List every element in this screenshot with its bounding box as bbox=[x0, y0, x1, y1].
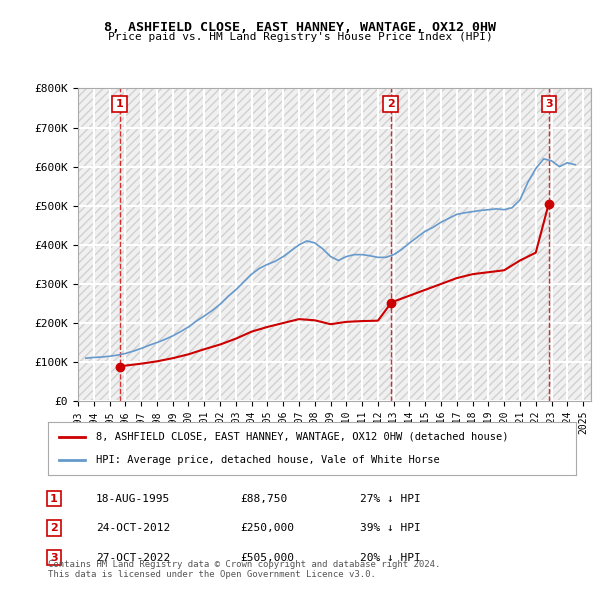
Text: 8, ASHFIELD CLOSE, EAST HANNEY, WANTAGE, OX12 0HW (detached house): 8, ASHFIELD CLOSE, EAST HANNEY, WANTAGE,… bbox=[95, 432, 508, 442]
Text: 3: 3 bbox=[50, 553, 58, 562]
Text: HPI: Average price, detached house, Vale of White Horse: HPI: Average price, detached house, Vale… bbox=[95, 455, 439, 465]
Text: 2: 2 bbox=[50, 523, 58, 533]
Text: £250,000: £250,000 bbox=[240, 523, 294, 533]
Text: 20% ↓ HPI: 20% ↓ HPI bbox=[360, 553, 421, 562]
Text: 1: 1 bbox=[50, 494, 58, 503]
Text: 18-AUG-1995: 18-AUG-1995 bbox=[96, 494, 170, 503]
Text: Contains HM Land Registry data © Crown copyright and database right 2024.
This d: Contains HM Land Registry data © Crown c… bbox=[48, 560, 440, 579]
Text: 27-OCT-2022: 27-OCT-2022 bbox=[96, 553, 170, 562]
Text: £505,000: £505,000 bbox=[240, 553, 294, 562]
Text: 24-OCT-2012: 24-OCT-2012 bbox=[96, 523, 170, 533]
Text: 1: 1 bbox=[116, 99, 124, 109]
Text: 8, ASHFIELD CLOSE, EAST HANNEY, WANTAGE, OX12 0HW: 8, ASHFIELD CLOSE, EAST HANNEY, WANTAGE,… bbox=[104, 21, 496, 34]
Text: 39% ↓ HPI: 39% ↓ HPI bbox=[360, 523, 421, 533]
Text: 3: 3 bbox=[545, 99, 553, 109]
Text: 2: 2 bbox=[387, 99, 395, 109]
Text: £88,750: £88,750 bbox=[240, 494, 287, 503]
Text: Price paid vs. HM Land Registry's House Price Index (HPI): Price paid vs. HM Land Registry's House … bbox=[107, 32, 493, 42]
Text: 27% ↓ HPI: 27% ↓ HPI bbox=[360, 494, 421, 503]
